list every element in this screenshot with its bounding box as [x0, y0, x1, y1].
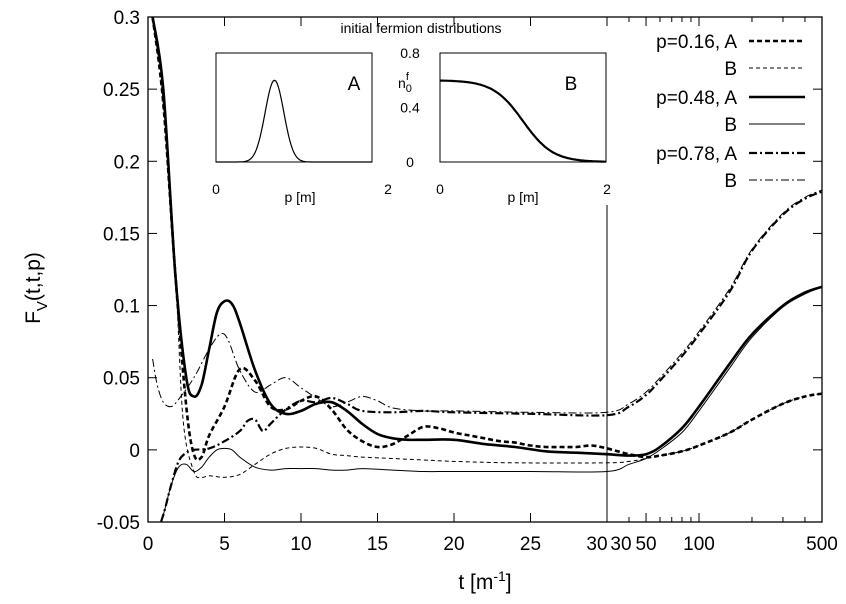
- inset-panel-a: A 0 2 p [m]: [212, 52, 392, 205]
- y-tick-label: 0.25: [103, 80, 140, 101]
- y-tick-label: 0.1: [114, 297, 140, 318]
- inset-curve: [440, 79, 606, 163]
- y-axis-label: FV(t,t,p): [22, 252, 51, 324]
- y-tick-label: 0.05: [103, 369, 140, 390]
- x-tick-label: 50: [635, 534, 656, 555]
- series-line-b078: [152, 189, 822, 414]
- inset-x-axis-label: p [m]: [284, 189, 315, 205]
- x-tick-label: 5: [219, 534, 230, 555]
- y-tick-label: 0.15: [103, 224, 140, 245]
- series-line-b048: [160, 286, 822, 522]
- plot-border: [147, 16, 823, 523]
- inset-x-tick-label: 0: [436, 181, 444, 197]
- plot-frame: [147, 16, 823, 523]
- inset-panel-border: [215, 52, 373, 163]
- x-axis-label: t [m-1]: [458, 568, 511, 594]
- x-tick-label: 500: [806, 534, 838, 555]
- series-layer: [151, 17, 822, 522]
- legend-label-b: B: [724, 59, 737, 80]
- y-tick-label: -0.05: [97, 513, 140, 534]
- y-tick-label: 0.2: [114, 152, 140, 173]
- inset-x-axis-label: p [m]: [507, 189, 538, 205]
- inset-panel-b: B 0 2 p [m]: [436, 52, 611, 205]
- inset-panel-label: A: [348, 74, 361, 95]
- inset-x-tick-label: 2: [603, 181, 611, 197]
- inset-y-tick-label: 0.8: [400, 45, 420, 61]
- y-tick-label: 0.3: [114, 8, 140, 29]
- inset-panel-border: [439, 52, 607, 163]
- inset-curve: [216, 79, 372, 163]
- x-tick-label: 100: [683, 534, 715, 555]
- legend-label-b: B: [724, 171, 737, 192]
- x-tick-label: 30: [610, 534, 631, 555]
- inset-panel-label: B: [565, 74, 578, 95]
- x-tick-label: 0: [143, 534, 154, 555]
- legend-label-a: p=0.16, A: [656, 32, 737, 53]
- legend-label-a: p=0.48, A: [656, 88, 737, 109]
- inset-title: initial fermion distributions: [340, 20, 501, 36]
- y-tick-label: 0: [129, 441, 140, 462]
- series-line-a078: [159, 190, 822, 522]
- inset-y-axis-label: n0f: [398, 71, 412, 95]
- inset-y-tick-label: 0.4: [400, 100, 420, 116]
- series-line-a048: [151, 17, 822, 457]
- inset-y-tick-label: 0: [406, 154, 414, 170]
- x-tick-label: 20: [443, 534, 464, 555]
- legend-label-a: p=0.78, A: [656, 144, 737, 165]
- x-tick-label: 15: [367, 534, 388, 555]
- inset-x-tick-label: 0: [212, 181, 220, 197]
- inset-x-tick-label: 2: [384, 181, 392, 197]
- x-tick-label: 10: [290, 534, 311, 555]
- legend-label-b: B: [724, 115, 737, 136]
- x-tick-label: 25: [520, 534, 541, 555]
- x-tick-label: 30: [586, 534, 607, 555]
- legend-layer: p=0.16, A Bp=0.48, A Bp=0.78, A B: [656, 32, 805, 192]
